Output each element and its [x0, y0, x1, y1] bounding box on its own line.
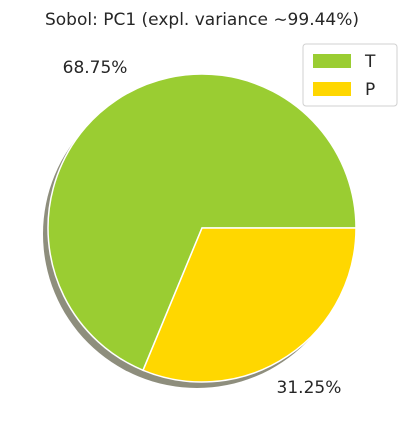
- legend-box: [302, 43, 398, 107]
- pie-slice: [47, 73, 357, 372]
- chart-title: Sobol: PC1 (expl. variance ∼99.44%): [45, 10, 359, 30]
- legend-swatch: [313, 54, 351, 68]
- legend-label: P: [365, 80, 375, 100]
- pie-slice: [142, 227, 357, 383]
- legend-label: T: [364, 52, 376, 72]
- slice-label: 31.25%: [277, 378, 342, 398]
- slice-label: 68.75%: [63, 58, 128, 78]
- legend-swatch: [313, 82, 351, 96]
